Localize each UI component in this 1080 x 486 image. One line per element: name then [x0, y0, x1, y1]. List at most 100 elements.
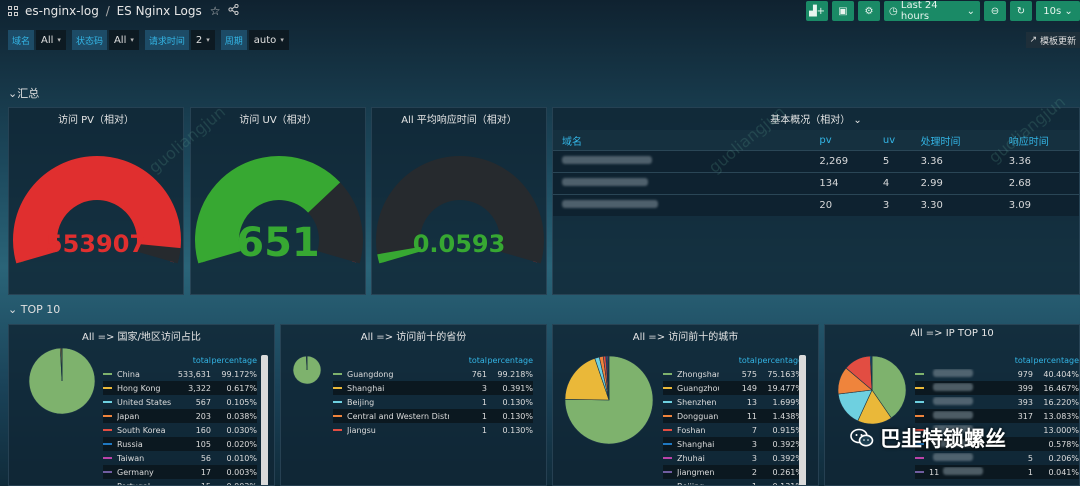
- pie-chart[interactable]: [27, 346, 97, 416]
- pie-panel-province[interactable]: All => 访问前十的省份 total percentage Guangdong 76…: [280, 324, 547, 486]
- legend-row[interactable]: Shenzhen 13 1.699%: [663, 395, 803, 409]
- share-icon[interactable]: [228, 3, 240, 18]
- folder-name[interactable]: es-nginx-log: [25, 4, 99, 18]
- series-color-swatch[interactable]: [663, 471, 672, 473]
- legend-header-total[interactable]: total: [468, 356, 487, 365]
- series-color-swatch[interactable]: [333, 373, 342, 375]
- legend-header-total[interactable]: total: [192, 356, 211, 365]
- legend-row[interactable]: 399 16.467%: [915, 381, 1079, 395]
- pie-chart[interactable]: [563, 354, 655, 446]
- series-color-swatch[interactable]: [915, 429, 924, 431]
- legend-row[interactable]: Jiangsu 1 0.130%: [333, 423, 533, 437]
- legend-row[interactable]: Guangzhou 149 19.477%: [663, 381, 803, 395]
- save-button[interactable]: ▣: [832, 1, 854, 21]
- series-color-swatch[interactable]: [663, 457, 672, 459]
- pie-chart[interactable]: [836, 354, 908, 426]
- series-color-swatch[interactable]: [915, 401, 924, 403]
- series-color-swatch[interactable]: [663, 373, 672, 375]
- series-color-swatch[interactable]: [915, 471, 924, 473]
- legend-row[interactable]: 13.000%: [915, 423, 1079, 437]
- series-color-swatch[interactable]: [663, 387, 672, 389]
- pie-slice[interactable]: [564, 355, 654, 445]
- legend-row[interactable]: Dongguan 11 1.438%: [663, 409, 803, 423]
- legend-row[interactable]: Portugal 15 0.003%: [103, 479, 257, 486]
- legend-row[interactable]: Beijing 1 0.130%: [333, 395, 533, 409]
- gauge-panel-response-time[interactable]: All 平均响应时间（相对） 0.0593: [371, 107, 547, 295]
- legend-row[interactable]: Foshan 7 0.915%: [663, 423, 803, 437]
- legend-row[interactable]: 5 0.206%: [915, 451, 1079, 465]
- legend-header-percentage[interactable]: percentage: [487, 356, 533, 365]
- pie-panel-country[interactable]: All => 国家/地区访问占比 total percentage China 533,…: [8, 324, 275, 486]
- apps-grid-icon[interactable]: [8, 5, 19, 17]
- series-color-swatch[interactable]: [103, 373, 112, 375]
- settings-button[interactable]: ⚙: [858, 1, 880, 21]
- variable-select-domain[interactable]: All ▾: [36, 30, 66, 50]
- legend-row[interactable]: Germany 17 0.003%: [103, 465, 257, 479]
- legend-header-percentage[interactable]: percentage: [1033, 356, 1079, 365]
- legend-row[interactable]: China 533,631 99.172%: [103, 367, 257, 381]
- column-header-uv[interactable]: uv: [882, 134, 896, 146]
- series-color-swatch[interactable]: [103, 471, 112, 473]
- variable-select-status[interactable]: All ▾: [108, 30, 139, 50]
- legend-row[interactable]: Shanghai 3 0.391%: [333, 381, 533, 395]
- series-color-swatch[interactable]: [103, 457, 112, 459]
- legend-row[interactable]: South Korea 160 0.030%: [103, 423, 257, 437]
- series-color-swatch[interactable]: [103, 415, 112, 417]
- refresh-button[interactable]: ↻: [1010, 1, 1032, 21]
- legend-row[interactable]: Beijing 1 0.131%: [663, 479, 803, 486]
- legend-row[interactable]: 393 16.220%: [915, 395, 1079, 409]
- overview-table-panel[interactable]: 基本概况（相对） ⌄ 域名 pv uv 处理时间 响应时间 2,269 5 3.…: [552, 107, 1080, 295]
- row-header-summary[interactable]: ⌄汇总: [8, 85, 39, 101]
- series-color-swatch[interactable]: [333, 401, 342, 403]
- template-update-link[interactable]: ↗ 模板更新: [1025, 32, 1080, 48]
- legend-header-total[interactable]: total: [738, 356, 757, 365]
- star-icon[interactable]: ☆: [209, 4, 221, 18]
- legend-row[interactable]: 11 1 0.041%: [915, 465, 1079, 479]
- time-picker-button[interactable]: ◷ Last 24 hours ⌄: [884, 0, 980, 22]
- pie-chart[interactable]: [291, 354, 323, 386]
- zoom-out-button[interactable]: ⊖: [984, 1, 1006, 21]
- legend-header-percentage[interactable]: percentage: [211, 356, 257, 365]
- gauge-panel-pv[interactable]: 访问 PV（相对） 553907: [8, 107, 184, 295]
- series-color-swatch[interactable]: [333, 387, 342, 389]
- series-color-swatch[interactable]: [915, 387, 924, 389]
- legend-scrollbar[interactable]: [261, 355, 268, 485]
- legend-row[interactable]: Jiangmen 2 0.261%: [663, 465, 803, 479]
- legend-row[interactable]: Shanghai 3 0.392%: [663, 437, 803, 451]
- legend-row[interactable]: 317 13.083%: [915, 409, 1079, 423]
- legend-header-percentage[interactable]: percentage: [757, 356, 803, 365]
- legend-row[interactable]: 979 40.404%: [915, 367, 1079, 381]
- pie-slice[interactable]: [871, 355, 907, 419]
- legend-row[interactable]: United States 567 0.105%: [103, 395, 257, 409]
- legend-row[interactable]: Guangdong 761 99.218%: [333, 367, 533, 381]
- series-color-swatch[interactable]: [915, 373, 924, 375]
- series-color-swatch[interactable]: [103, 429, 112, 431]
- legend-scrollbar[interactable]: [799, 355, 806, 485]
- pie-panel-ip[interactable]: All => IP TOP 10 total percentage 979 40.404…: [824, 324, 1080, 486]
- breadcrumb[interactable]: es-nginx-log / ES Nginx Logs: [25, 4, 202, 18]
- pie-slice[interactable]: [564, 357, 610, 401]
- series-color-swatch[interactable]: [103, 387, 112, 389]
- series-color-swatch[interactable]: [103, 443, 112, 445]
- legend-row[interactable]: Russia 105 0.020%: [103, 437, 257, 451]
- series-color-swatch[interactable]: [915, 415, 924, 417]
- series-color-swatch[interactable]: [103, 401, 112, 403]
- add-panel-button[interactable]: ▟+: [806, 1, 828, 21]
- series-color-swatch[interactable]: [915, 457, 924, 459]
- row-header-top10[interactable]: ⌄ TOP 10: [8, 303, 60, 316]
- gauge-panel-uv[interactable]: 访问 UV（相对） 651: [190, 107, 366, 295]
- series-color-swatch[interactable]: [663, 429, 672, 431]
- refresh-interval-select[interactable]: 10s ⌄: [1036, 1, 1080, 21]
- series-color-swatch[interactable]: [663, 401, 672, 403]
- dashboard-title[interactable]: ES Nginx Logs: [116, 4, 202, 18]
- legend-row[interactable]: Central and Western District 1 0.130%: [333, 409, 533, 423]
- series-color-swatch[interactable]: [333, 415, 342, 417]
- variable-select-period[interactable]: auto ▾: [248, 30, 289, 50]
- legend-row[interactable]: Zhongshan 575 75.163%: [663, 367, 803, 381]
- series-color-swatch[interactable]: [663, 443, 672, 445]
- column-header-process-time[interactable]: 处理时间: [920, 136, 961, 148]
- series-color-swatch[interactable]: [915, 443, 924, 445]
- column-header-pv[interactable]: pv: [819, 134, 832, 146]
- column-header-domain[interactable]: 域名: [562, 136, 582, 148]
- column-header-response-time[interactable]: 响应时间: [1008, 136, 1049, 148]
